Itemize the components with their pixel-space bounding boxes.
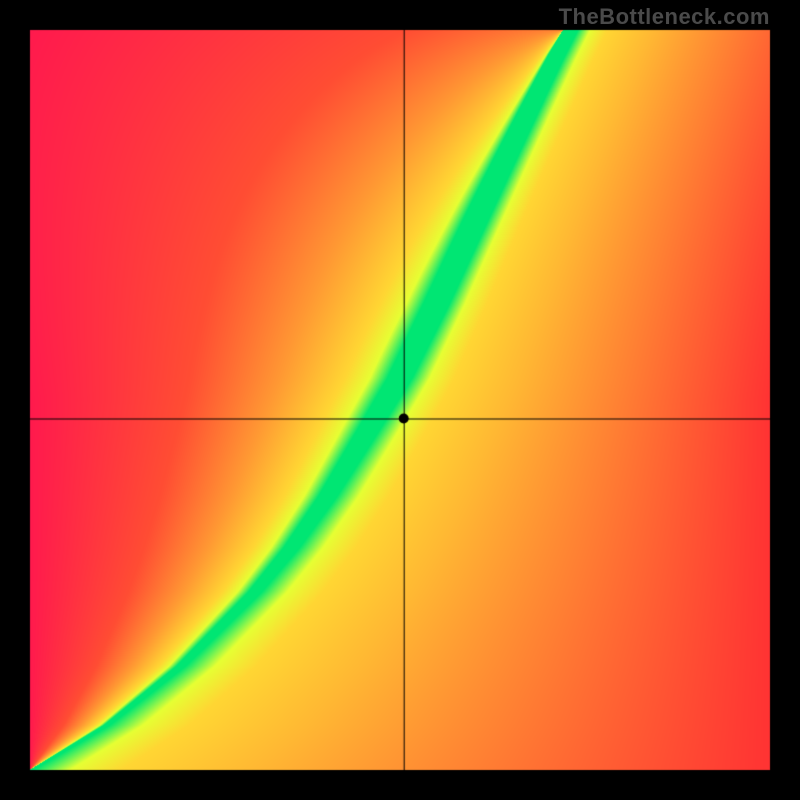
watermark-text: TheBottleneck.com <box>559 4 770 30</box>
bottleneck-heatmap <box>0 0 800 800</box>
